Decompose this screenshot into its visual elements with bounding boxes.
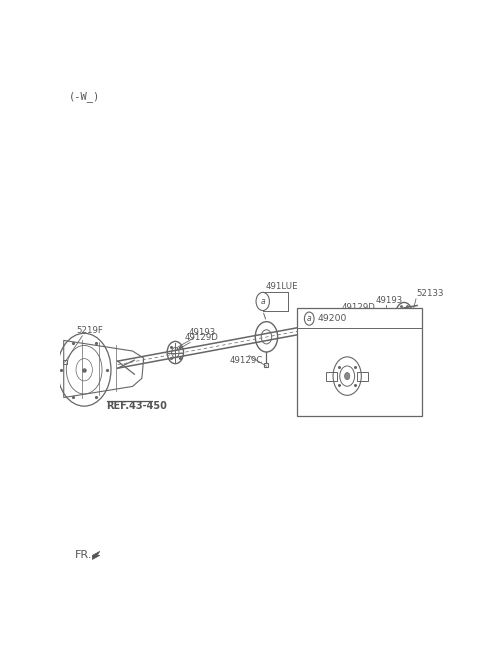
Text: (-W_): (-W_) [69,91,100,102]
Text: 49193: 49193 [188,328,216,337]
Text: 49193: 49193 [375,296,403,305]
Text: a: a [307,314,312,323]
Text: FR.: FR. [75,551,92,560]
Text: a: a [261,297,265,306]
Polygon shape [92,551,100,560]
Text: 49129D: 49129D [184,333,218,342]
Text: 49200: 49200 [317,314,347,323]
Text: 49129D: 49129D [342,303,376,311]
Text: 5219F: 5219F [76,327,103,335]
Bar [357,372,368,380]
Text: 49129C: 49129C [230,355,263,365]
Text: REF.43-450: REF.43-450 [107,401,168,411]
Circle shape [345,373,350,380]
Text: 52133: 52133 [416,289,444,298]
FancyBboxPatch shape [297,308,421,417]
Bar [326,372,337,380]
Text: 491LUE: 491LUE [266,283,299,291]
